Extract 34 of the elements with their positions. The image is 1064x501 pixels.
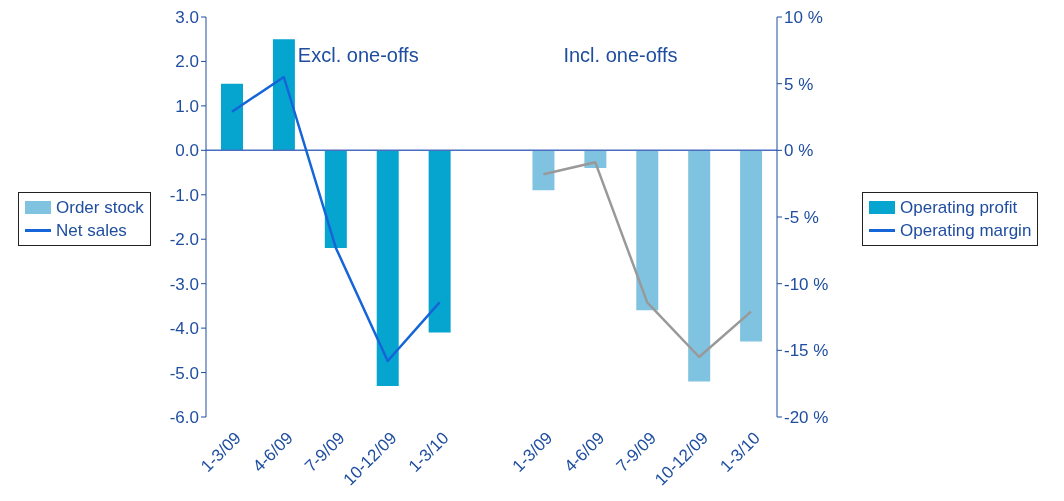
- bar: [740, 150, 763, 342]
- y2-tick-label: 0 %: [784, 141, 814, 161]
- annotation: Excl. one-offs: [297, 44, 419, 66]
- bar: [428, 150, 451, 333]
- annotation: Incl. one-offs: [563, 44, 678, 66]
- y-tick-label: -1.0: [169, 185, 199, 205]
- bar: [272, 39, 295, 151]
- bar: [324, 150, 347, 249]
- y2-tick-label: 5 %: [784, 74, 814, 94]
- legend-label: Operating profit: [900, 197, 1018, 218]
- y-tick-label: -4.0: [169, 319, 199, 339]
- bar: [376, 150, 399, 386]
- y-tick-label: 1.0: [175, 96, 199, 116]
- text: Net sales: [56, 220, 127, 241]
- y-tick-label: -3.0: [169, 274, 199, 294]
- line-series: [542, 161, 753, 359]
- y-tick-label: 0.0: [175, 141, 199, 161]
- y2-tick-label: 10 %: [784, 8, 823, 28]
- y2-tick-label: -15 %: [784, 341, 829, 361]
- y2-tick-label: -5 %: [784, 208, 819, 228]
- bar: [532, 150, 555, 191]
- y-tick-label: 2.0: [175, 52, 199, 72]
- y2-tick-label: -20 %: [784, 408, 829, 428]
- y-tick-label: -5.0: [169, 363, 199, 383]
- y-tick-label: -2.0: [169, 230, 199, 250]
- bar: [221, 83, 243, 151]
- legend-label: Operating margin: [900, 220, 1032, 241]
- bar: [636, 150, 659, 311]
- y-tick-label: 3.0: [175, 8, 199, 28]
- bar: [688, 150, 711, 382]
- text: Order stock: [56, 197, 144, 218]
- line-series: [230, 75, 441, 363]
- y-tick-label: -6.0: [169, 408, 199, 428]
- y2-tick-label: -10 %: [784, 274, 829, 294]
